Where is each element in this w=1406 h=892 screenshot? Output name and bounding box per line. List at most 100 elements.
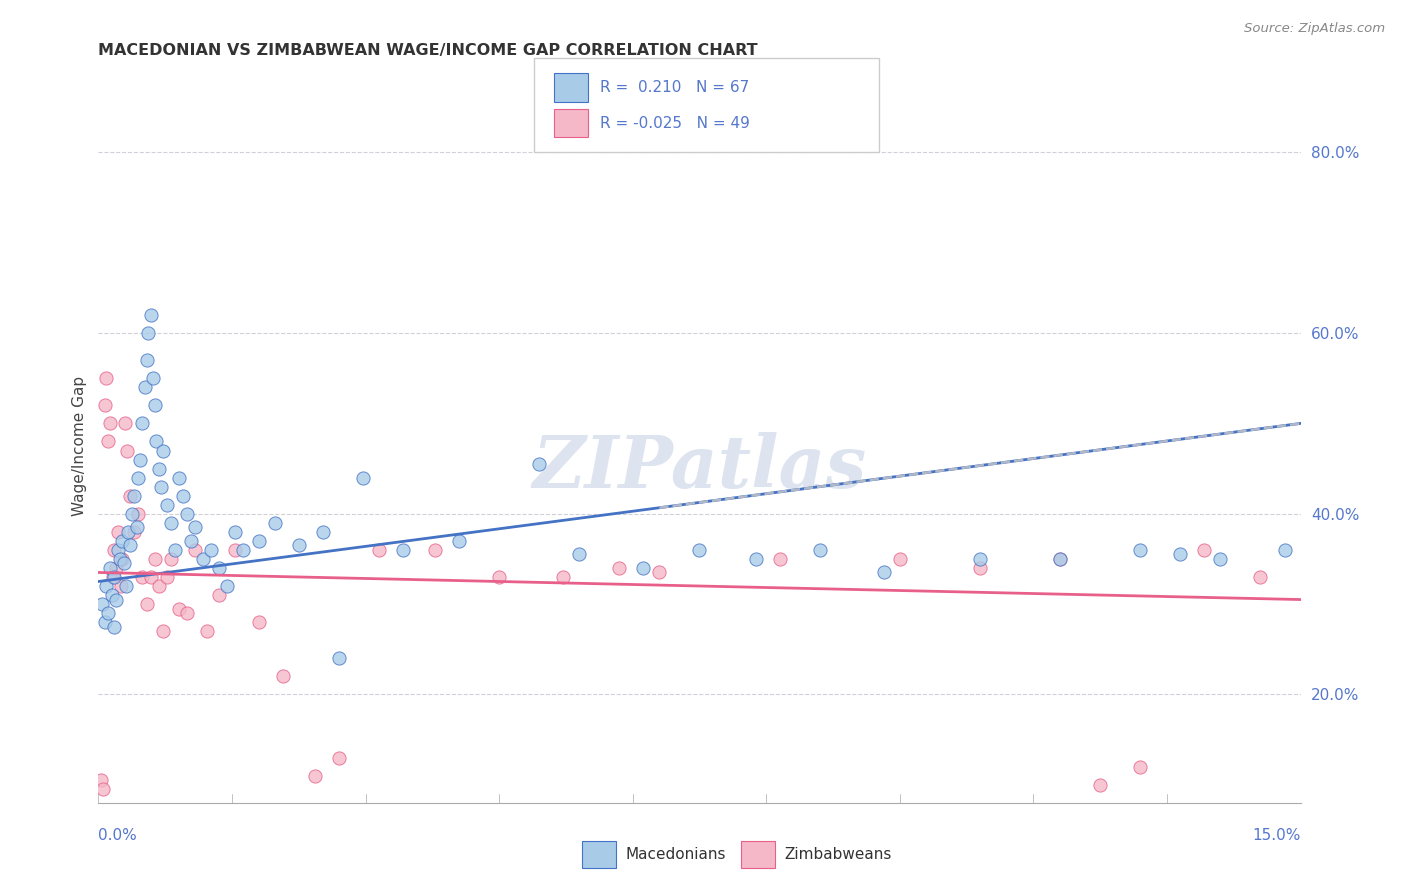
Point	[111, 552, 134, 566]
Point	[124, 524, 146, 539]
Point	[159, 552, 181, 566]
Text: Zimbabweans: Zimbabweans	[785, 847, 891, 862]
Point	[1049, 552, 1071, 566]
Point	[224, 524, 246, 539]
Text: ZIPatlas: ZIPatlas	[533, 432, 866, 503]
Point	[100, 561, 122, 575]
Point	[1088, 778, 1111, 792]
Point	[101, 570, 124, 584]
Point	[136, 326, 159, 340]
Point	[108, 552, 131, 566]
Point	[121, 507, 143, 521]
Point	[769, 552, 792, 566]
Point	[1170, 548, 1192, 562]
Point	[488, 570, 510, 584]
Point	[191, 552, 214, 566]
Point	[103, 542, 125, 557]
Point	[172, 489, 194, 503]
Point	[1250, 570, 1272, 584]
Point	[633, 561, 655, 575]
Point	[1274, 542, 1296, 557]
Point	[91, 597, 114, 611]
Point	[183, 542, 205, 557]
Point	[195, 624, 218, 639]
Point	[208, 588, 231, 602]
Point	[117, 524, 139, 539]
Point	[215, 579, 238, 593]
Point	[392, 542, 415, 557]
Point	[124, 489, 146, 503]
Point	[134, 380, 156, 394]
Text: Source: ZipAtlas.com: Source: ZipAtlas.com	[1244, 22, 1385, 36]
Point	[100, 417, 122, 431]
Point	[148, 461, 170, 475]
Point	[200, 542, 222, 557]
Point	[553, 570, 575, 584]
Text: R =  0.210   N = 67: R = 0.210 N = 67	[600, 80, 749, 95]
Point	[111, 533, 134, 548]
Point	[163, 542, 186, 557]
Point	[689, 542, 711, 557]
Point	[97, 434, 120, 449]
Point	[1129, 542, 1152, 557]
Point	[94, 398, 117, 412]
Text: MACEDONIAN VS ZIMBABWEAN WAGE/INCOME GAP CORRELATION CHART: MACEDONIAN VS ZIMBABWEAN WAGE/INCOME GAP…	[98, 43, 758, 58]
Point	[117, 443, 139, 458]
Point	[155, 498, 177, 512]
Point	[155, 570, 177, 584]
Point	[208, 561, 231, 575]
Point	[159, 516, 181, 530]
Point	[889, 552, 911, 566]
Point	[176, 507, 198, 521]
Point	[107, 542, 129, 557]
Point	[648, 566, 671, 580]
Point	[328, 750, 350, 764]
Point	[529, 457, 551, 471]
Point	[97, 606, 120, 620]
Point	[1129, 759, 1152, 773]
Point	[103, 620, 125, 634]
Point	[91, 782, 114, 797]
Point	[128, 470, 150, 484]
Point	[131, 417, 153, 431]
Point	[107, 524, 129, 539]
Point	[110, 579, 132, 593]
Point	[135, 353, 157, 368]
Point	[120, 489, 142, 503]
Point	[873, 566, 896, 580]
Point	[96, 579, 118, 593]
Point	[128, 507, 150, 521]
Point	[148, 579, 170, 593]
Point	[180, 533, 202, 548]
Point	[167, 470, 190, 484]
Point	[232, 542, 254, 557]
Point	[105, 561, 128, 575]
Point	[131, 570, 153, 584]
Point	[969, 561, 991, 575]
Point	[224, 542, 246, 557]
Point	[143, 552, 166, 566]
Point	[176, 606, 198, 620]
Point	[263, 516, 285, 530]
Point	[94, 615, 117, 629]
Y-axis label: Wage/Income Gap: Wage/Income Gap	[72, 376, 87, 516]
Point	[101, 588, 124, 602]
Point	[142, 371, 165, 385]
Point	[352, 470, 374, 484]
Point	[103, 570, 125, 584]
Point	[167, 601, 190, 615]
Point	[288, 538, 311, 552]
Point	[135, 597, 157, 611]
Point	[152, 443, 174, 458]
Point	[271, 669, 294, 683]
Point	[568, 548, 591, 562]
Point	[304, 769, 326, 783]
Point	[125, 520, 148, 534]
Point	[105, 592, 128, 607]
Point	[149, 480, 172, 494]
Point	[1209, 552, 1232, 566]
Point	[145, 434, 167, 449]
Point	[423, 542, 446, 557]
Point	[139, 308, 162, 322]
Text: R = -0.025   N = 49: R = -0.025 N = 49	[600, 116, 751, 130]
